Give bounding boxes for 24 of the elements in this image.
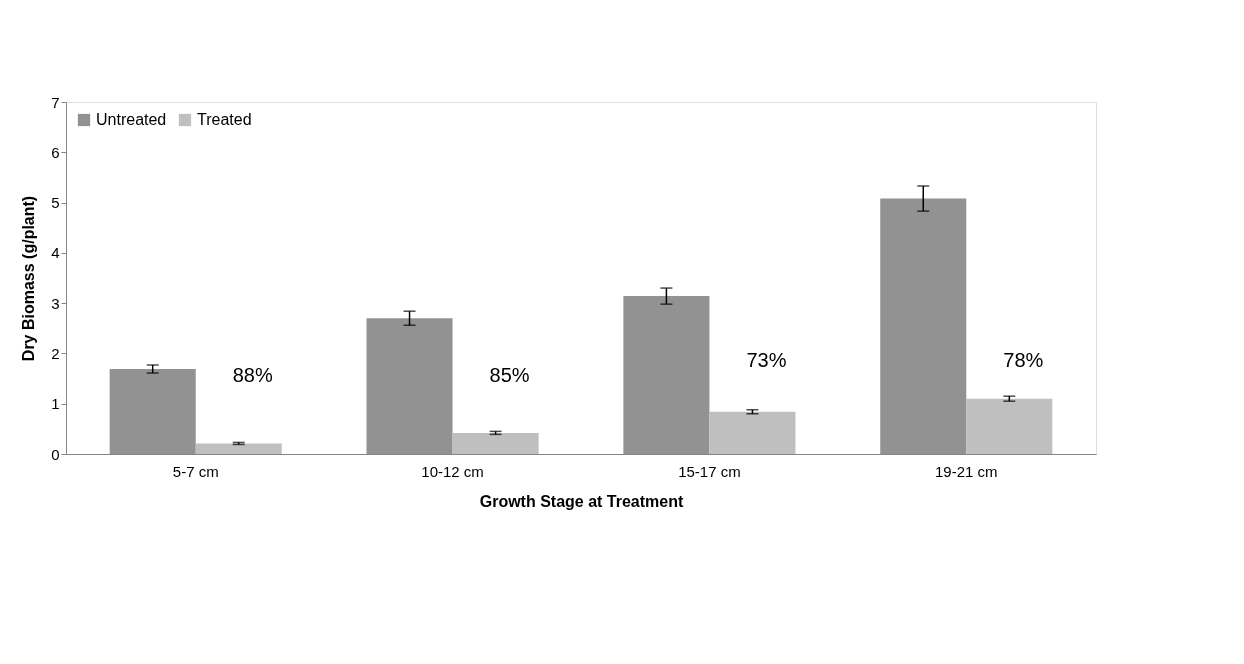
legend-label: Treated <box>197 111 252 128</box>
bar <box>966 398 1053 454</box>
y-tick-label: 6 <box>51 143 60 161</box>
y-tick-label: 2 <box>51 344 60 362</box>
annotation: 78% <box>1003 348 1044 371</box>
y-tick-label: 4 <box>51 244 60 262</box>
annotation: 88% <box>232 364 273 387</box>
x-tick-label: 5-7 cm <box>172 462 219 480</box>
y-tick-label: 7 <box>51 93 60 111</box>
bar <box>452 432 539 454</box>
y-axis-title: Dry Biomass (g/plant) <box>20 195 38 362</box>
annotation: 73% <box>746 348 787 371</box>
annotation: 85% <box>489 364 530 387</box>
bar <box>709 411 796 454</box>
y-tick-label: 5 <box>51 194 60 212</box>
y-tick-label: 0 <box>51 445 60 463</box>
x-axis-title: Growth Stage at Treatment <box>479 492 684 510</box>
bar <box>195 443 282 454</box>
legend-label: Untreated <box>96 111 167 128</box>
y-tick-label: 3 <box>51 294 60 312</box>
x-tick-label: 19-21 cm <box>935 462 998 480</box>
x-tick-label: 15-17 cm <box>678 462 741 480</box>
x-tick-label: 10-12 cm <box>421 462 484 480</box>
y-tick-label: 1 <box>51 395 60 413</box>
